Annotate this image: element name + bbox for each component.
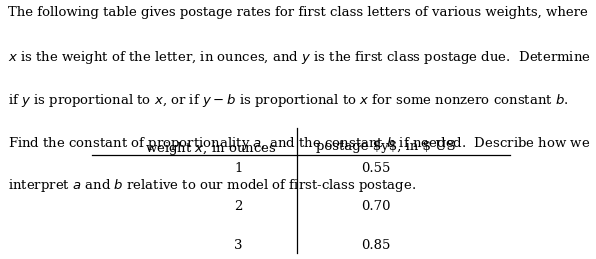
Text: postage $y$, in $ US: postage $y$, in $ US <box>316 140 455 153</box>
Text: weight $x$, in ounces: weight $x$, in ounces <box>145 140 277 157</box>
Text: Find the constant of proportionality $a$, and the constant $b$ if needed.  Descr: Find the constant of proportionality $a$… <box>8 135 590 152</box>
Text: 3: 3 <box>234 239 243 251</box>
Text: if $y$ is proportional to $x$, or if $y-b$ is proportional to $x$ for some nonze: if $y$ is proportional to $x$, or if $y-… <box>8 92 568 109</box>
Text: The following table gives postage rates for first class letters of various weigh: The following table gives postage rates … <box>8 6 588 19</box>
Text: interpret $a$ and $b$ relative to our model of first-class postage.: interpret $a$ and $b$ relative to our mo… <box>8 177 416 195</box>
Text: 0.85: 0.85 <box>361 239 390 251</box>
Text: $x$ is the weight of the letter, in ounces, and $y$ is the first class postage d: $x$ is the weight of the letter, in ounc… <box>8 49 591 66</box>
Text: 2: 2 <box>234 200 243 213</box>
Text: 1: 1 <box>234 162 243 175</box>
Text: 0.70: 0.70 <box>361 200 390 213</box>
Text: 0.55: 0.55 <box>361 162 390 175</box>
